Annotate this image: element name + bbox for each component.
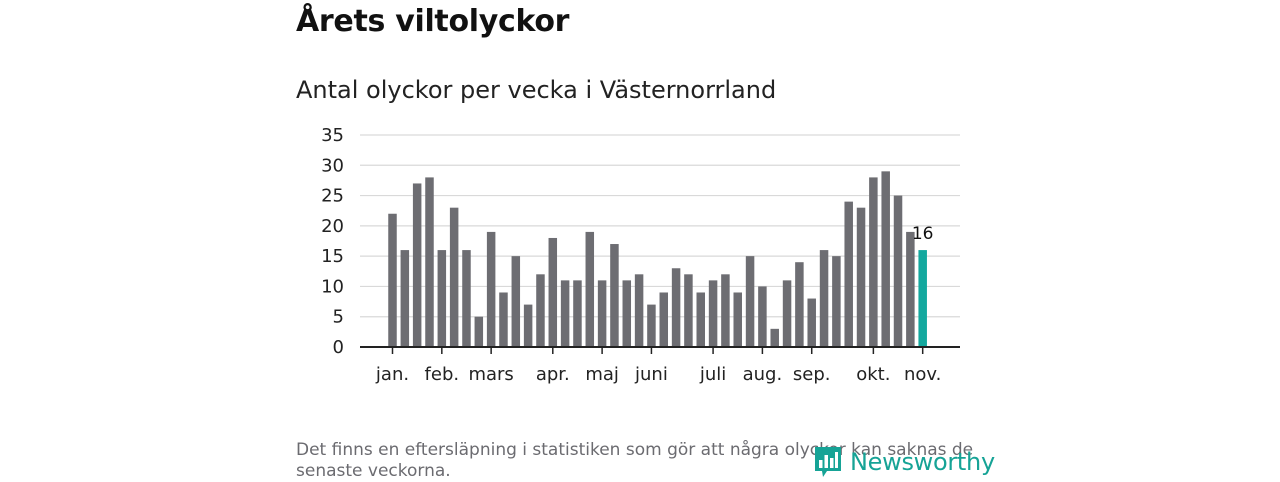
bar: [622, 280, 632, 347]
bar: [437, 250, 447, 347]
bar: [696, 292, 705, 347]
y-tick-label: 15: [321, 246, 344, 267]
x-tick-label: juni: [634, 364, 668, 385]
y-tick-label: 25: [321, 186, 344, 207]
bar: [597, 280, 607, 347]
y-tick-label: 35: [321, 125, 344, 146]
bar: [770, 328, 779, 347]
footnote: Det finns en eftersläpning i statistiken…: [296, 440, 974, 481]
bar: [647, 304, 656, 347]
bar: [634, 274, 644, 347]
bar: [832, 256, 841, 347]
x-tick-label: maj: [585, 364, 619, 385]
bar: [585, 231, 595, 347]
bar: [918, 250, 927, 347]
annotations: 16: [912, 224, 934, 244]
bar: [881, 171, 890, 347]
newsworthy-logo: Newsworthy: [814, 446, 995, 478]
bar: [449, 207, 459, 347]
y-tick-label: 0: [333, 337, 344, 358]
y-axis-ticks: 0 5 10 15 20 25 30 35: [321, 125, 344, 358]
x-tick-label: juli: [699, 364, 726, 385]
bar: [893, 195, 903, 347]
bar: [573, 280, 582, 347]
chart-subtitle: Antal olyckor per vecka i Västernorrland: [296, 76, 777, 104]
bar: [745, 256, 755, 347]
bar: [560, 280, 570, 347]
data-label: 16: [912, 224, 934, 244]
bar: [486, 231, 496, 347]
chart-title: Årets viltolyckor: [296, 4, 570, 39]
newsworthy-bar-chart-icon: [815, 447, 841, 477]
bar: [906, 231, 915, 347]
bar: [819, 250, 829, 347]
y-tick-label: 30: [321, 155, 344, 176]
bar: [795, 262, 804, 347]
bar: [474, 316, 484, 347]
bar: [425, 177, 434, 347]
x-tick-label: jan.: [375, 364, 409, 385]
bar-chart: 0 5 10 15 20 25 30 35 jan. feb. mars apr. maj juni ju…: [321, 125, 960, 385]
bar: [671, 268, 681, 347]
gridlines: [360, 134, 960, 318]
bars: [388, 171, 927, 347]
bar: [548, 237, 558, 347]
x-tick-label: feb.: [425, 364, 460, 385]
bar: [844, 201, 853, 347]
bar: [782, 280, 792, 347]
bar: [400, 250, 410, 347]
bar: [708, 280, 718, 347]
x-tick-label: aug.: [743, 364, 783, 385]
x-tick-label: apr.: [536, 364, 570, 385]
x-tick-label: mars: [468, 364, 513, 385]
x-tick-label: nov.: [904, 364, 941, 385]
logo-text: Newsworthy: [850, 448, 995, 476]
x-tick-label: sep.: [793, 364, 831, 385]
bar: [659, 292, 669, 347]
bar: [869, 177, 878, 347]
x-tick-label: okt.: [856, 364, 890, 385]
bar: [511, 256, 521, 347]
bar: [523, 304, 533, 347]
y-tick-label: 10: [321, 276, 344, 297]
y-tick-label: 5: [333, 307, 344, 328]
bar: [388, 213, 397, 347]
bar: [462, 250, 471, 347]
y-tick-label: 20: [321, 216, 344, 237]
bar: [758, 286, 767, 347]
bar: [856, 207, 866, 347]
bar: [536, 274, 545, 347]
x-axis-ticks: jan. feb. mars apr. maj juni juli aug. sep. okt. n…: [375, 347, 941, 385]
bar: [499, 292, 508, 347]
bar: [721, 274, 730, 347]
bar: [412, 183, 422, 347]
bar: [733, 292, 742, 347]
bar: [684, 274, 693, 347]
bar: [807, 298, 816, 347]
bar: [610, 244, 619, 347]
